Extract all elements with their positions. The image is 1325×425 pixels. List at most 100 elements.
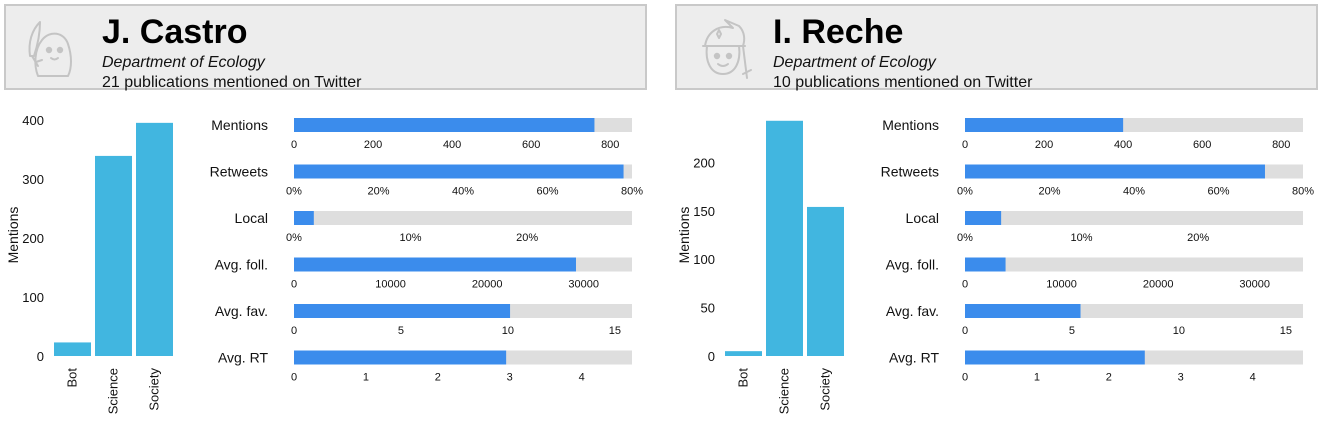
metric-tick-label: 10000 (1046, 279, 1077, 291)
metric-tick-label: 15 (609, 325, 621, 337)
metric-track-local (965, 211, 1303, 225)
researcher-name: I. Reche (773, 13, 904, 51)
metric-tick-label: 400 (1114, 139, 1132, 151)
researcher-header: J. Castro Department of Ecology 21 publi… (4, 4, 647, 91)
metric-tick-label: 20% (1038, 186, 1060, 198)
metric-tick-label: 10000 (375, 279, 406, 291)
bar-science (766, 120, 803, 356)
metric-tick-label: 1 (1034, 372, 1040, 384)
metric-tick-label: 80% (1292, 186, 1314, 198)
metric-bar-local (294, 211, 314, 225)
metric-bar-avg-fav (965, 304, 1081, 318)
metric-tick-label: 4 (579, 372, 585, 384)
metric-tick-label: 0% (957, 232, 973, 244)
y-tick-label: 200 (22, 231, 44, 246)
metric-label-local: Local (235, 210, 268, 226)
metric-tick-label: 10% (1071, 232, 1093, 244)
metric-label-avg-fav: Avg. fav. (886, 303, 939, 319)
metric-tick-label: 20% (367, 186, 389, 198)
metric-tick-label: 60% (1207, 186, 1229, 198)
metric-bar-mentions (294, 118, 595, 132)
metric-tick-label: 0 (962, 372, 968, 384)
bar-science (95, 155, 132, 356)
x-tick-label: Society (818, 368, 833, 411)
metric-bar-retweets (965, 164, 1265, 179)
metric-bar-avg-rt (294, 350, 507, 365)
metric-label-avg-rt: Avg. RT (218, 350, 269, 366)
metric-label-avg-fav: Avg. fav. (215, 303, 268, 319)
metric-label-local: Local (906, 210, 939, 226)
researcher-name: J. Castro (102, 13, 248, 51)
metric-bar-retweets (294, 164, 624, 179)
metric-tick-label: 0 (962, 139, 968, 151)
metric-tick-label: 0 (962, 279, 968, 291)
metric-tick-label: 0 (291, 139, 297, 151)
metric-tick-label: 800 (601, 139, 619, 151)
metric-label-avg-foll: Avg. foll. (886, 257, 939, 273)
y-tick-label: 150 (693, 204, 715, 219)
metric-bar-avg-rt (965, 350, 1145, 365)
y-axis-label: Mentions (676, 207, 692, 264)
y-tick-label: 50 (701, 301, 715, 316)
metric-tick-label: 600 (1193, 139, 1211, 151)
metric-label-avg-rt: Avg. RT (889, 350, 940, 366)
ghost-with-feather-icon (28, 21, 72, 77)
researcher-department: Department of Ecology (773, 54, 936, 71)
metric-tick-label: 5 (398, 325, 404, 337)
metric-bar-mentions (965, 118, 1124, 132)
metric-track-avg-foll (965, 257, 1303, 272)
metric-tick-label: 20% (516, 232, 538, 244)
metric-tick-label: 0% (957, 186, 973, 198)
metric-label-retweets: Retweets (881, 164, 939, 180)
y-tick-label: 0 (37, 349, 44, 364)
metric-tick-label: 40% (1123, 186, 1145, 198)
metric-tick-label: 60% (536, 186, 558, 198)
metric-bar-avg-foll (965, 257, 1006, 272)
y-tick-label: 300 (22, 172, 44, 187)
metric-tick-label: 0% (286, 232, 302, 244)
metric-label-retweets: Retweets (210, 164, 268, 180)
metric-track-local (294, 211, 632, 225)
metric-tick-label: 2 (435, 372, 441, 384)
metric-tick-label: 30000 (568, 279, 599, 291)
y-tick-label: 400 (22, 113, 44, 128)
metric-tick-label: 80% (621, 186, 643, 198)
bar-society (807, 206, 844, 356)
researcher-panel: J. Castro Department of Ecology 21 publi… (0, 0, 652, 425)
bar-bot (725, 351, 762, 356)
metric-tick-label: 400 (443, 139, 461, 151)
metric-tick-label: 3 (507, 372, 513, 384)
y-tick-label: 100 (693, 252, 715, 267)
metric-label-mentions: Mentions (882, 117, 939, 133)
metric-tick-label: 20% (1187, 232, 1209, 244)
x-tick-label: Society (147, 368, 162, 411)
metric-tick-label: 4 (1250, 372, 1256, 384)
metric-bar-avg-fav (294, 304, 511, 318)
publication-count: 21 publications mentioned on Twitter (102, 74, 362, 91)
metric-tick-label: 0 (291, 325, 297, 337)
y-axis-label: Mentions (5, 207, 21, 264)
metric-tick-label: 0 (291, 279, 297, 291)
metric-tick-label: 10 (502, 325, 514, 337)
metric-tick-label: 5 (1069, 325, 1075, 337)
bar-society (136, 122, 173, 356)
researcher-department: Department of Ecology (102, 54, 265, 71)
metric-tick-label: 0 (291, 372, 297, 384)
metric-bar-local (965, 211, 1002, 225)
publication-count: 10 publications mentioned on Twitter (773, 74, 1033, 91)
metric-tick-label: 40% (452, 186, 474, 198)
researcher-panel: I. Reche Department of Ecology 10 public… (671, 0, 1323, 425)
bar-bot (54, 342, 91, 356)
x-tick-label: Science (106, 368, 121, 414)
metric-tick-label: 10 (1173, 325, 1185, 337)
metric-tick-label: 20000 (1143, 279, 1174, 291)
researcher-header: I. Reche Department of Ecology 10 public… (675, 4, 1318, 91)
y-tick-label: 200 (693, 155, 715, 170)
metric-tick-label: 200 (1035, 139, 1053, 151)
y-tick-label: 0 (708, 349, 715, 364)
metric-tick-label: 0 (962, 325, 968, 337)
metric-label-avg-foll: Avg. foll. (215, 257, 268, 273)
metric-tick-label: 0% (286, 186, 302, 198)
